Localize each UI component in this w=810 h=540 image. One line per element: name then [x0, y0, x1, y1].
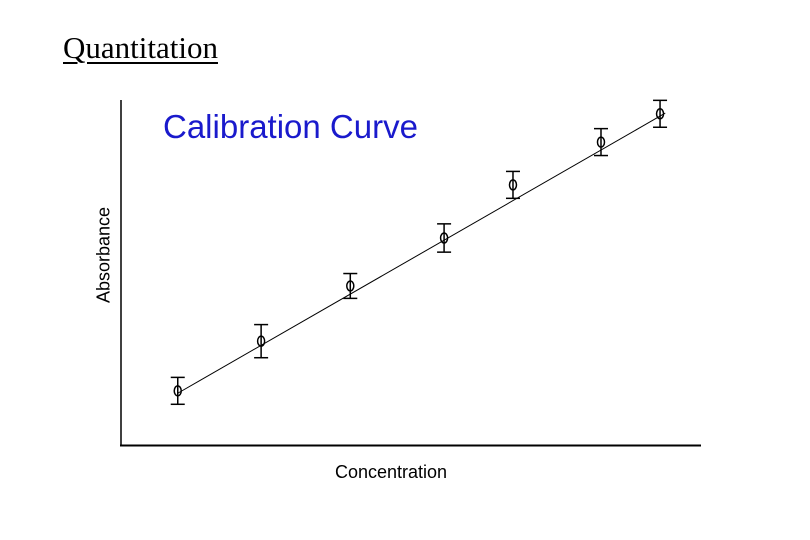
circle-marker-icon: [596, 136, 606, 148]
data-points: [170, 99, 668, 406]
fit-line: [177, 112, 666, 394]
data-point: [505, 170, 520, 200]
slide-title: Quantitation: [63, 30, 218, 65]
data-point: [593, 127, 608, 157]
circle-marker-icon: [508, 179, 518, 191]
data-point: [437, 223, 452, 253]
circle-marker-icon: [256, 335, 266, 347]
data-point: [170, 376, 185, 406]
circle-marker-icon: [655, 108, 665, 120]
x-axis-label: Concentration: [334, 462, 448, 482]
circle-marker-icon: [439, 232, 449, 244]
fit-line-segment: [177, 112, 666, 394]
data-point: [254, 323, 269, 359]
circle-marker-icon: [346, 280, 355, 292]
circle-marker-icon: [173, 385, 182, 397]
data-point: [343, 272, 358, 300]
data-point: [653, 99, 668, 129]
chart-title: Calibration Curve: [163, 108, 418, 145]
